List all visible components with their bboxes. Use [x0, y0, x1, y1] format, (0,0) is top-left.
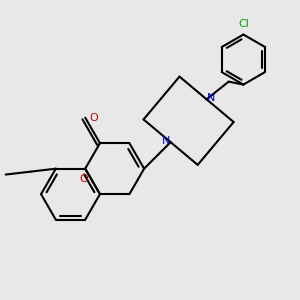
- Text: O: O: [80, 174, 88, 184]
- Text: N: N: [207, 93, 215, 103]
- Text: Cl: Cl: [238, 19, 249, 29]
- Text: N: N: [162, 136, 170, 146]
- Text: O: O: [90, 113, 98, 123]
